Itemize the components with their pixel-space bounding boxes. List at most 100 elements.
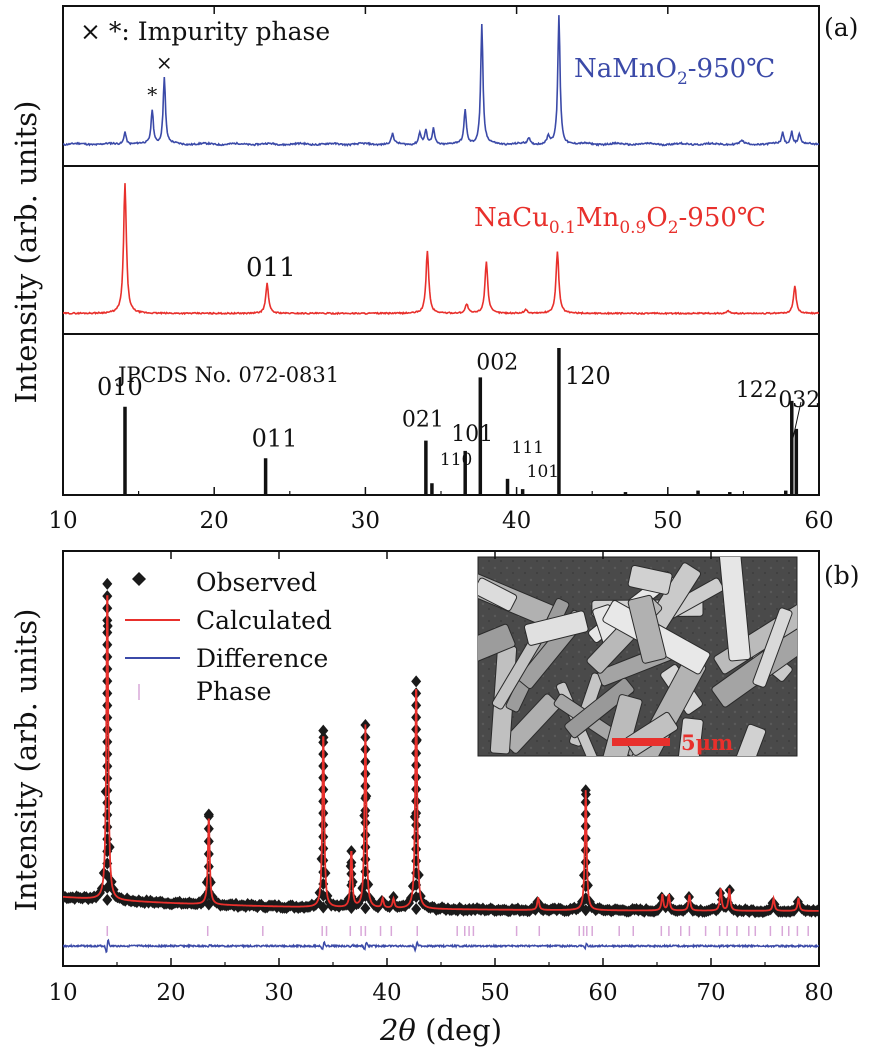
hkl-label: 122 [736, 378, 778, 403]
observed-point [102, 821, 113, 834]
x-tick-label-b: 70 [696, 980, 725, 1006]
observed-point [360, 890, 371, 903]
sem-scale-bar [612, 738, 670, 746]
namno2-curve [63, 15, 819, 147]
panel-b-x-ticks [62, 551, 820, 966]
nacumno2-part5: 2 [668, 218, 679, 238]
observed-point [360, 792, 371, 805]
observed-point [318, 807, 329, 820]
nacumno2-part6: -950℃ [679, 203, 767, 233]
observed-point [318, 901, 329, 914]
observed-point [346, 867, 357, 880]
hkl-label: 110 [440, 450, 472, 470]
sem-rod [674, 717, 704, 756]
observed-point [360, 865, 371, 878]
observed-point [102, 711, 113, 724]
hkl-032-leader-line [792, 401, 802, 439]
observed-point [360, 841, 371, 854]
sem-rod [564, 677, 635, 739]
hkl-label: 021 [402, 408, 444, 433]
observed-point [102, 748, 113, 761]
jcpds-title: JPCDS No. 072-0831 [116, 363, 339, 387]
panel-a-x-ticks [62, 6, 820, 495]
observed-point [318, 795, 329, 808]
observed-point [203, 847, 214, 860]
x-tick-label-b: 30 [264, 980, 293, 1006]
x-tick-label-a: 60 [804, 508, 833, 534]
namno2-sub: 2 [677, 69, 688, 89]
sem-rod [478, 577, 518, 612]
impurity-markers: *× [147, 50, 172, 106]
observed-point [102, 869, 113, 882]
nacumno2-part3: 0.9 [619, 218, 646, 238]
legend: Observed Calculated Difference Phase [125, 568, 332, 706]
observed-point [318, 818, 329, 831]
namno2-legend-label: NaMnO2-950℃ [574, 54, 775, 89]
x-tick-label-a: 20 [200, 508, 229, 534]
namno2-suffix: -950℃ [688, 54, 776, 84]
legend-difference-label: Difference [196, 644, 328, 673]
x-tick-label-a: 40 [502, 508, 531, 534]
observed-point [411, 771, 422, 784]
observed-point [203, 860, 214, 873]
observed-point [346, 902, 357, 915]
panel-a-middle [63, 183, 819, 316]
observed-point [411, 819, 422, 832]
sem-rod [523, 610, 589, 646]
sem-scale-label: 5μm [681, 730, 733, 755]
observed-point [102, 808, 113, 821]
observed-point [411, 795, 422, 808]
panel-b: Observed Calculated Difference Phase 5μm… [48, 550, 834, 1047]
observed-point [102, 735, 113, 748]
observed-point [102, 723, 113, 736]
observed-point [203, 898, 214, 911]
observed-point [360, 828, 371, 841]
observed-point [102, 881, 113, 894]
x-tick-label-b: 50 [480, 980, 509, 1006]
namno2-prefix: NaMnO [574, 54, 677, 84]
observed-point [360, 902, 371, 915]
nacumno2-part2: Mn [576, 203, 620, 233]
sem-rod [478, 623, 516, 665]
hkl-label: 101 [527, 462, 559, 482]
legend-observed-label: Observed [196, 568, 317, 597]
panel-a: *× × *: Impurity phase NaMnO2-950℃ NaCu0… [48, 5, 834, 534]
observed-point [411, 675, 422, 688]
observed-point [411, 783, 422, 796]
sem-inset-image: 5μm [477, 556, 798, 757]
nacumno2-part1: 0.1 [549, 218, 576, 238]
observed-point [360, 804, 371, 817]
observed-point [411, 831, 422, 844]
observed-point [203, 810, 214, 823]
panel-b-plot [63, 577, 819, 954]
observed-point [580, 904, 591, 917]
observed-point [318, 889, 329, 902]
hkl-label: 010 [97, 373, 143, 401]
y-axis-title-b: Intensity (arb. units) [9, 609, 43, 912]
hkl-label: 002 [476, 350, 518, 375]
nacumno2-part4: O [646, 203, 667, 233]
sem-rod [627, 594, 667, 664]
observed-point [411, 890, 422, 903]
observed-point [411, 902, 422, 915]
observed-point [102, 796, 113, 809]
sem-rod [718, 557, 751, 662]
observed-point [318, 724, 329, 737]
nacumno2-curve [63, 183, 819, 316]
observed-point [411, 855, 422, 868]
legend-observed-symbol [132, 572, 146, 586]
legend-phase-label: Phase [196, 677, 271, 706]
observed-point [102, 577, 113, 590]
sem-rod [729, 723, 767, 756]
observed-point [411, 843, 422, 856]
sem-rods [478, 557, 797, 756]
hkl-label: 120 [565, 362, 611, 390]
phase-ticks [106, 926, 809, 936]
nacumno2-legend-label: NaCu0.1Mn0.9O2-950℃ [474, 203, 766, 238]
difference-curve [63, 938, 819, 954]
observed-point [580, 844, 591, 857]
hkl-label: 011 [252, 424, 298, 452]
x-tick-label-a: 30 [351, 508, 380, 534]
x-tick-label-b: 60 [588, 980, 617, 1006]
